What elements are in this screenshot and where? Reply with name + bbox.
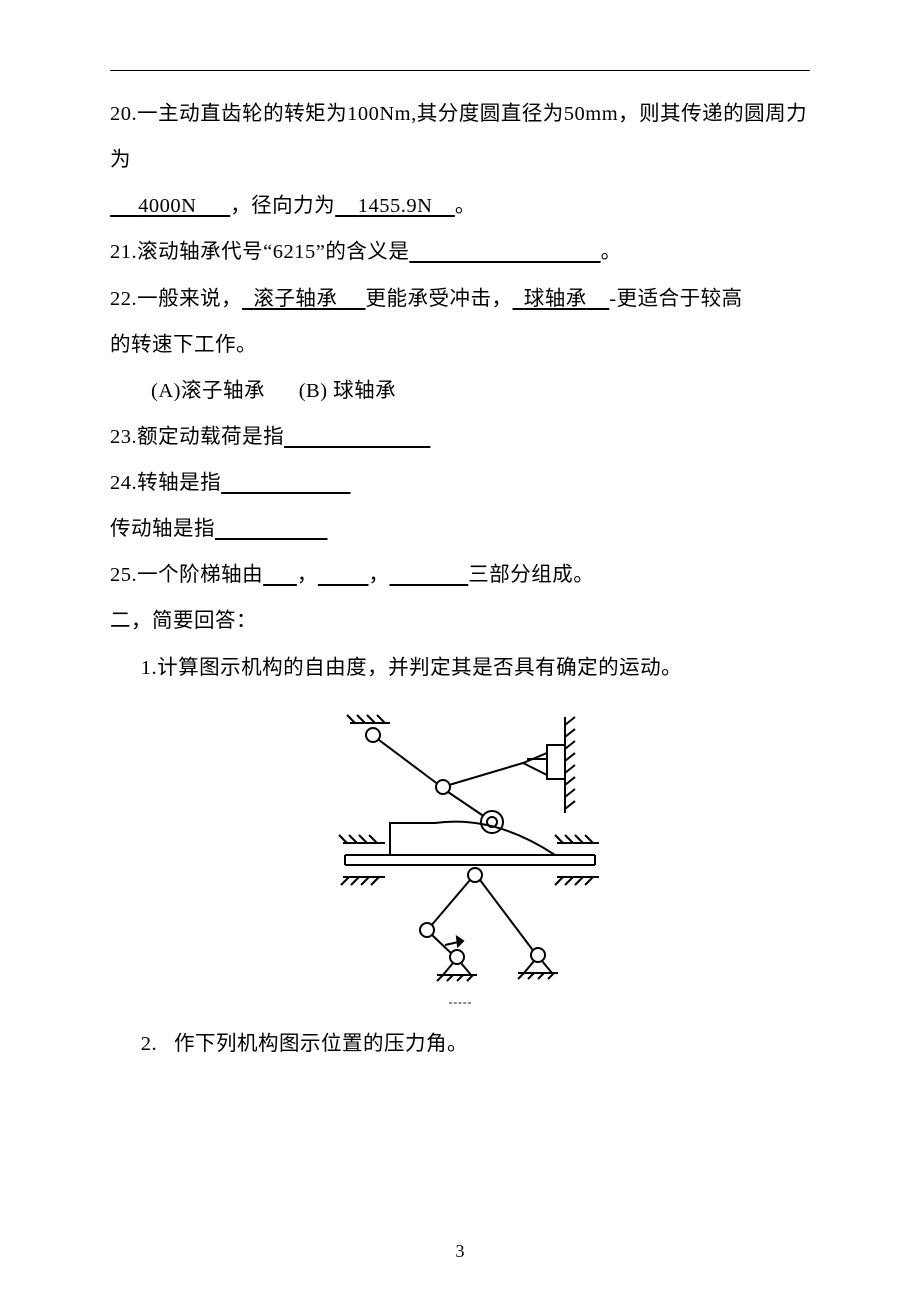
question-20: 20.一主动直齿轮的转矩为100Nm,其分度圆直径为50mm，则其传递的圆周力为 xyxy=(110,91,810,183)
q22-b1b xyxy=(337,288,365,310)
question-22: 22.一般来说， 滚子轴承 更能承受冲击， 球轴承 -更适合于较高 xyxy=(110,276,810,322)
q22-options: (A)滚子轴承 (B) 球轴承 xyxy=(110,368,810,414)
q25-tail: 三部分组成。 xyxy=(468,564,594,586)
q22-line2: 的转速下工作。 xyxy=(110,322,810,368)
section-2-title: 二，简要回答： xyxy=(110,598,810,644)
q22-mid2: -更适合于较高 xyxy=(609,288,742,310)
q21-tail: 。 xyxy=(601,241,622,263)
document-page: 20.一主动直齿轮的转矩为100Nm,其分度圆直径为50mm，则其传递的圆周力为… xyxy=(0,0,920,1302)
q20-line2: 4000N ，径向力为 1455.9N 。 xyxy=(110,183,810,229)
q21-pre: 21.滚动轴承代号“6215”的含义是 xyxy=(110,241,409,263)
question-23: 23.额定动载荷是指 xyxy=(110,414,810,460)
q22-ans2: 球轴承 xyxy=(524,288,587,310)
q25-c2: ， xyxy=(369,564,390,586)
q25-pre: 25.一个阶梯轴由 xyxy=(110,564,263,586)
q22-mid1: 更能承受冲击， xyxy=(366,288,513,310)
q22-ans1: 滚子轴承 xyxy=(253,288,337,310)
diagram-caption xyxy=(449,1002,471,1004)
q22-b2b xyxy=(587,288,610,310)
q24-blank xyxy=(221,472,350,494)
q20-blank2a xyxy=(335,195,358,217)
question-24: 24.转轴是指 xyxy=(110,460,810,506)
q23-pre: 23.额定动载荷是指 xyxy=(110,426,284,448)
top-rule xyxy=(110,70,810,71)
q24-blank2 xyxy=(215,518,328,540)
q24-line2: 传动轴是指 xyxy=(110,506,810,552)
q22-b2a xyxy=(513,288,524,310)
q20-mid: ，径向力为 xyxy=(230,195,335,217)
q20-tail: 。 xyxy=(455,195,476,217)
q25-b3 xyxy=(390,564,469,586)
q22-pre: 22.一般来说， xyxy=(110,288,242,310)
diagram-caption-row xyxy=(110,991,810,1009)
q20-blank1b xyxy=(196,195,230,217)
q25-b1 xyxy=(263,564,297,586)
q23-blank xyxy=(284,426,430,448)
q24-pre: 24.转轴是指 xyxy=(110,472,221,494)
s2-q2: 2. 作下列机构图示位置的压力角。 xyxy=(110,1021,810,1067)
mechanism-svg xyxy=(295,705,625,985)
q25-c1: ， xyxy=(297,564,318,586)
page-number: 3 xyxy=(0,1241,920,1262)
q21-blank xyxy=(409,241,600,263)
s2-q1: 1.计算图示机构的自由度，并判定其是否具有确定的运动。 xyxy=(110,645,810,691)
q25-b2 xyxy=(318,564,369,586)
q20-blank1a xyxy=(110,195,138,217)
mechanism-diagram xyxy=(110,705,810,985)
q22-b1a xyxy=(242,288,253,310)
question-25: 25.一个阶梯轴由 ， ， 三部分组成。 xyxy=(110,552,810,598)
q24-l2-pre: 传动轴是指 xyxy=(110,518,215,540)
q20-ans1: 4000N xyxy=(138,195,196,217)
question-21: 21.滚动轴承代号“6215”的含义是 。 xyxy=(110,229,810,275)
q20-text: 20.一主动直齿轮的转矩为100Nm,其分度圆直径为50mm，则其传递的圆周力为 xyxy=(110,103,807,171)
q20-blank2b xyxy=(438,195,455,217)
q20-ans2: 1455.9N xyxy=(358,195,438,217)
